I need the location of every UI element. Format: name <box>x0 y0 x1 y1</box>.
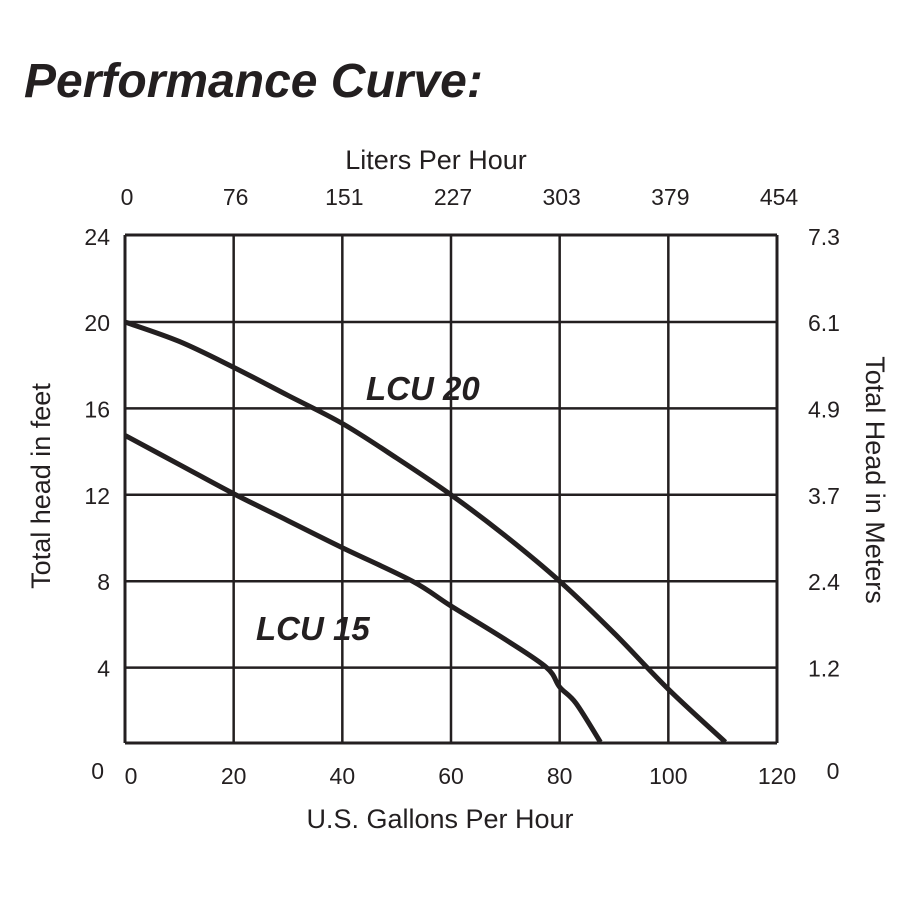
y-tick-label: 0 <box>91 758 104 784</box>
y-tick-label: 12 <box>84 483 110 509</box>
y-tick-label: 20 <box>84 310 110 336</box>
series-label-lcu20: LCU 20 <box>366 370 480 407</box>
y2-tick-label: 2.4 <box>808 569 840 595</box>
x-tick-label: 100 <box>649 763 687 789</box>
y2-tick-label: 0 <box>827 758 840 784</box>
x2-tick-label: 76 <box>223 184 249 210</box>
series-line-lcu15 <box>123 433 603 744</box>
y2-tick-label: 6.1 <box>808 310 840 336</box>
x-tick-label: 60 <box>438 763 464 789</box>
y2-tick-label: 1.2 <box>808 656 840 682</box>
x2-tick-label: 454 <box>760 184 799 210</box>
y-tick-label: 16 <box>84 396 110 422</box>
x2-axis-label: Liters Per Hour <box>345 145 527 175</box>
x2-tick-label: 303 <box>542 184 580 210</box>
x-axis-label: U.S. Gallons Per Hour <box>306 804 573 834</box>
x-tick-label: 40 <box>330 763 356 789</box>
series-label-lcu15: LCU 15 <box>256 610 370 647</box>
y2-tick-label: 7.3 <box>808 224 840 250</box>
y-tick-label: 8 <box>97 569 110 595</box>
x-tick-label: 20 <box>221 763 247 789</box>
y2-tick-label: 3.7 <box>808 483 840 509</box>
series-line-lcu20 <box>124 319 728 744</box>
y2-axis-label: Total Head in Meters <box>860 356 890 604</box>
x-tick-label: 0 <box>125 763 138 789</box>
y-axis-label: Total head in feet <box>26 383 56 589</box>
y-tick-label: 4 <box>97 656 110 682</box>
y-tick-label: 24 <box>84 224 110 250</box>
x-tick-label: 120 <box>758 763 796 789</box>
x2-tick-label: 0 <box>121 184 134 210</box>
x-tick-label: 80 <box>547 763 573 789</box>
x2-tick-label: 151 <box>325 184 363 210</box>
x2-tick-label: 227 <box>434 184 472 210</box>
chart-title: Performance Curve: <box>24 55 483 108</box>
x2-tick-label: 379 <box>651 184 689 210</box>
y2-tick-label: 4.9 <box>808 396 840 422</box>
